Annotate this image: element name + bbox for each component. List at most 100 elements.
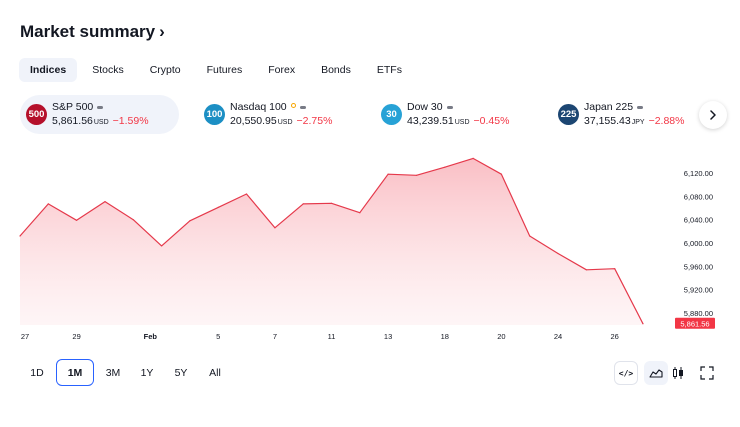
currency-label: USD (93, 118, 109, 126)
fullscreen-icon (700, 366, 714, 380)
chart-point (189, 220, 191, 222)
chart-point (161, 245, 163, 247)
chart-point (47, 203, 49, 205)
x-tick-label: 11 (328, 332, 336, 341)
page-title: Market summary (20, 22, 156, 41)
tab-crypto[interactable]: Crypto (149, 64, 181, 76)
chart-point (529, 235, 531, 237)
tab-indices[interactable]: Indices (19, 58, 78, 82)
index-name: Dow 30 (407, 100, 443, 113)
index-card-dow30[interactable]: 30 Dow 30 43,239.51USD −0.45% (381, 95, 541, 134)
index-card-sp500[interactable]: 500 S&P 500 5,861.56USD −1.59% (20, 95, 179, 134)
range-all-button[interactable]: All (209, 366, 221, 379)
currency-label: JPY (631, 118, 645, 126)
tab-bonds[interactable]: Bonds (321, 64, 351, 76)
x-tick-label: 7 (273, 332, 277, 341)
index-value: 20,550.95 (230, 114, 277, 127)
index-name: Nasdaq 100 (230, 100, 287, 113)
index-value: 43,239.51 (407, 114, 454, 127)
candlestick-chart-icon (673, 367, 683, 379)
chart-area-fill (20, 158, 643, 325)
y-tick-label: 6,120.00 (684, 169, 713, 178)
x-tick-label: 24 (554, 332, 562, 341)
chart-point (330, 202, 333, 204)
y-tick-label: 6,000.00 (684, 239, 713, 248)
tab-stocks[interactable]: Stocks (92, 64, 124, 76)
nasdaq100-badge: 100 (204, 104, 225, 125)
y-tick-label: 5,960.00 (684, 262, 713, 271)
y-tick-label: 6,040.00 (684, 216, 713, 225)
fullscreen-button[interactable] (695, 361, 719, 385)
index-value: 5,861.56 (52, 114, 93, 127)
market-summary-title[interactable]: Market summary › (20, 22, 165, 42)
chart-point (387, 173, 389, 175)
range-1y-button[interactable]: 1Y (140, 366, 154, 379)
area-chart-button[interactable] (644, 361, 668, 385)
index-name: S&P 500 (52, 100, 94, 113)
chart-point (500, 173, 502, 175)
x-tick-label: 26 (611, 332, 619, 341)
chart-point (76, 219, 78, 221)
currency-label: USD (277, 118, 293, 126)
range-1m-button[interactable]: 1M (56, 359, 94, 386)
next-cards-button[interactable] (699, 101, 727, 129)
index-change: −2.75% (296, 114, 333, 127)
chart-point (415, 174, 418, 176)
range-5y-button[interactable]: 5Y (174, 366, 188, 379)
index-change: −2.88% (648, 114, 685, 127)
chart-point (302, 203, 304, 205)
index-card-nasdaq100[interactable]: 100 Nasdaq 100 20,550.95USD −2.75% (204, 95, 364, 134)
chevron-right-icon: › (159, 22, 165, 41)
chart-point (444, 166, 446, 168)
y-tick-label: 5,880.00 (684, 309, 713, 318)
x-tick-label: 29 (72, 332, 80, 341)
category-tabs: Indices Stocks Crypto Futures Forex Bond… (19, 58, 417, 82)
x-tick-label: Feb (144, 332, 158, 341)
index-change: −1.59% (112, 114, 149, 127)
x-tick-label: 20 (497, 332, 505, 341)
currency-label: USD (454, 118, 470, 126)
market-closed-icon (446, 106, 453, 110)
chart-point (472, 157, 474, 159)
range-3m-button[interactable]: 3M (105, 366, 121, 379)
tab-futures[interactable]: Futures (206, 64, 243, 76)
embed-code-icon: </> (618, 368, 634, 378)
dow30-badge: 30 (381, 104, 402, 125)
index-name: Japan 225 (584, 100, 634, 113)
chart-point (642, 323, 644, 325)
japan225-badge: 225 (558, 104, 579, 125)
market-closed-icon (637, 106, 644, 110)
x-tick-label: 5 (216, 332, 220, 341)
chart-point (557, 252, 559, 255)
index-card-japan225[interactable]: 225 Japan 225 37,155.43JPY −2.88% (558, 95, 708, 134)
chart-point (104, 201, 106, 203)
x-tick-label: 13 (384, 332, 392, 341)
time-range-selector: 1D 1M 3M 1Y 5Y All (20, 359, 232, 386)
chart-point (274, 227, 276, 229)
market-closed-icon (97, 106, 104, 110)
chart-point (245, 193, 248, 195)
tab-etfs[interactable]: ETFs (376, 64, 402, 76)
index-cards: 500 S&P 500 5,861.56USD −1.59% 100 Nasdaq… (20, 95, 690, 135)
y-tick-label: 5,920.00 (684, 286, 713, 295)
range-1d-button[interactable]: 1D (30, 366, 44, 379)
market-closed-icon (299, 106, 306, 110)
tab-forex[interactable]: Forex (268, 64, 296, 76)
pre-market-icon (290, 103, 296, 109)
chart-point (359, 212, 361, 214)
last-price-marker (675, 317, 715, 329)
x-tick-label: 18 (441, 332, 449, 341)
embed-button[interactable]: </> (614, 361, 638, 385)
chevron-right-icon (710, 110, 716, 120)
area-chart-icon (649, 369, 663, 378)
price-chart[interactable]: 6,120.00 6,080.00 6,040.00 6,000.00 5,960.00… (0, 0, 740, 350)
chart-point (217, 206, 219, 208)
chart-point (614, 268, 616, 270)
chart-point (19, 235, 21, 237)
sp500-badge: 500 (26, 104, 47, 125)
y-tick-label: 6,080.00 (684, 192, 713, 201)
x-tick-label: 27 (21, 332, 29, 341)
index-change: −0.45% (473, 114, 510, 127)
candlestick-chart-button[interactable] (666, 361, 690, 385)
index-value: 37,155.43 (584, 114, 631, 127)
